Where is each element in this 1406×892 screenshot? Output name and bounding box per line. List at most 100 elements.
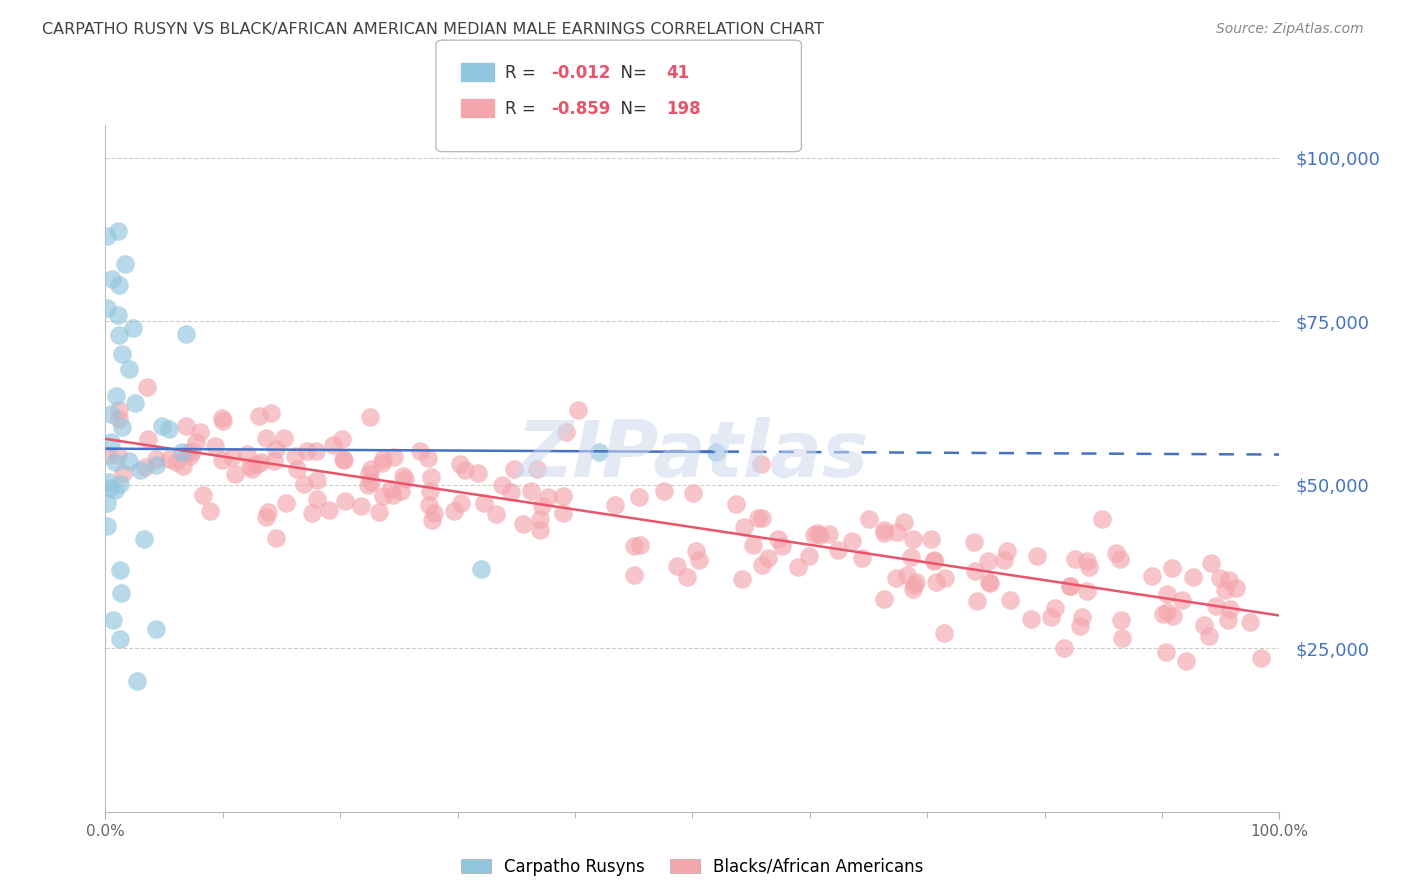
Point (97, 448, 120, 462)
Point (285, 461, 308, 475)
Point (1156, 605, 1178, 619)
Point (797, 549, 820, 564)
Point (628, 538, 651, 552)
Point (675, 570, 697, 584)
Point (360, 475, 382, 490)
Point (97, 475, 120, 490)
Text: R =: R = (505, 100, 541, 118)
Point (128, 462, 150, 476)
Point (770, 539, 793, 553)
Point (682, 486, 704, 500)
Point (806, 526, 828, 541)
Point (305, 491, 328, 506)
Point (418, 498, 440, 512)
Point (96, 518, 118, 533)
Point (416, 450, 439, 465)
Point (628, 490, 651, 504)
Point (332, 452, 354, 467)
Point (966, 594, 988, 608)
Point (191, 488, 214, 502)
Point (766, 533, 789, 547)
Point (174, 327, 197, 342)
Point (873, 526, 896, 541)
Point (995, 544, 1018, 558)
Point (333, 494, 356, 508)
Point (851, 550, 873, 565)
Text: N=: N= (610, 100, 652, 118)
Text: 41: 41 (666, 64, 689, 82)
Point (204, 439, 226, 453)
Point (211, 453, 233, 467)
Point (1161, 560, 1184, 574)
Point (530, 499, 553, 513)
Point (373, 451, 395, 466)
Point (212, 414, 235, 428)
Point (449, 458, 471, 472)
Point (1213, 583, 1236, 598)
Point (623, 568, 645, 582)
Point (114, 257, 136, 271)
Point (529, 523, 551, 537)
Point (903, 578, 925, 592)
Point (1156, 587, 1178, 601)
Point (104, 389, 127, 403)
Point (551, 489, 574, 503)
Point (1059, 579, 1081, 593)
Point (567, 402, 589, 417)
Point (443, 504, 465, 518)
Point (976, 554, 998, 568)
Point (382, 450, 405, 464)
Point (1076, 554, 1098, 568)
Text: Source: ZipAtlas.com: Source: ZipAtlas.com (1216, 22, 1364, 37)
Point (526, 462, 548, 476)
Point (1171, 593, 1194, 607)
Text: R =: R = (505, 64, 541, 82)
Point (491, 477, 513, 491)
Point (360, 462, 382, 476)
Point (903, 582, 925, 596)
Point (118, 362, 141, 376)
Point (841, 533, 863, 548)
Point (998, 592, 1021, 607)
Point (184, 434, 207, 449)
Text: -0.859: -0.859 (551, 100, 610, 118)
Point (165, 455, 187, 469)
Point (108, 477, 131, 491)
Point (145, 458, 167, 472)
Point (124, 395, 146, 409)
Point (107, 327, 129, 342)
Point (1076, 584, 1098, 599)
Text: ZIPatlas: ZIPatlas (516, 417, 869, 492)
Point (112, 466, 135, 480)
Point (392, 468, 415, 483)
Point (409, 443, 432, 458)
Point (188, 425, 211, 440)
Point (993, 553, 1015, 567)
Point (934, 571, 956, 585)
Point (886, 525, 908, 540)
Point (157, 422, 180, 436)
Point (250, 455, 273, 469)
Point (359, 410, 381, 425)
Point (108, 278, 131, 293)
Point (900, 549, 922, 564)
Point (367, 505, 389, 519)
Point (963, 534, 986, 549)
Point (127, 673, 149, 688)
Point (170, 445, 193, 459)
Point (450, 496, 472, 510)
Point (1174, 654, 1197, 668)
Point (979, 574, 1001, 589)
Point (1059, 579, 1081, 593)
Point (979, 575, 1001, 590)
Point (333, 453, 356, 467)
Point (808, 527, 831, 541)
Point (1205, 599, 1227, 613)
Text: 198: 198 (666, 100, 702, 118)
Point (1019, 612, 1042, 626)
Point (357, 478, 380, 492)
Point (107, 411, 129, 425)
Point (1108, 552, 1130, 566)
Point (419, 483, 441, 498)
Point (733, 520, 755, 534)
